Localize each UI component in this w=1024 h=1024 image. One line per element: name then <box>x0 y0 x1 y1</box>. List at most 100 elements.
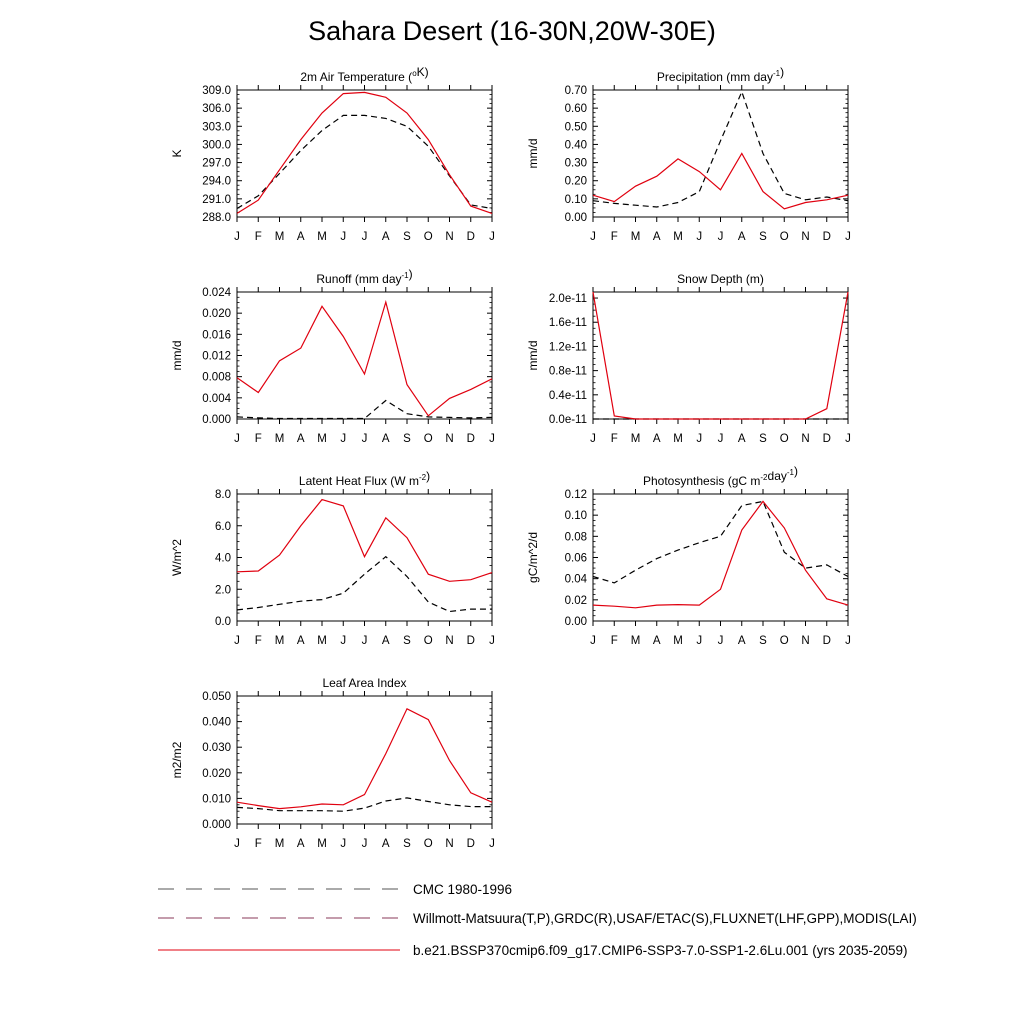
legend-label: CMC 1980-1996 <box>413 882 512 897</box>
x-tick-label: A <box>653 231 661 243</box>
panel-0: 2m Air Temperature (oK) K 288.0 291.0 294.0 2… <box>170 65 495 243</box>
series-line-model <box>592 500 849 609</box>
series-line-reference <box>236 555 492 613</box>
x-tick-label: D <box>467 231 475 243</box>
panel-5: Photosynthesis (gC m-2day-1) gC/m^2/d 0.00… <box>526 464 851 647</box>
y-tick-label: 0.50 <box>565 121 587 133</box>
x-tick-label: S <box>759 635 767 647</box>
x-tick-label: J <box>362 433 368 445</box>
y-tick-label: 0.20 <box>565 176 587 188</box>
x-tick-label: A <box>297 838 305 850</box>
panel-title: 2m Air Temperature (oK) <box>300 65 428 84</box>
series-line-reference <box>236 797 492 812</box>
x-tick-label: D <box>823 231 831 243</box>
y-axis-label: mm/d <box>526 341 540 371</box>
y-axis-label: K <box>170 149 184 157</box>
x-tick-label: J <box>845 433 851 445</box>
y-tick-label: 1.2e-11 <box>549 341 587 353</box>
plot-frame <box>592 493 849 622</box>
y-tick-label: 0.8e-11 <box>549 366 587 378</box>
y-tick-label: 0.04 <box>565 574 588 586</box>
x-tick-label: D <box>467 838 475 850</box>
y-tick-label: 4.0 <box>215 553 231 565</box>
plot-frame <box>236 695 493 825</box>
legend-label: b.e21.BSSP370cmip6.f09_g17.CMIP6-SSP3-7.… <box>413 943 908 958</box>
x-tick-label: J <box>234 231 240 243</box>
panel-title: Leaf Area Index <box>322 676 406 690</box>
y-tick-label: 303.0 <box>202 121 231 133</box>
x-tick-label: M <box>317 231 327 243</box>
panel-2: Runoff (mm day-1) mm/d 0.000 0.004 0.008 0.01… <box>170 267 495 445</box>
x-tick-label: S <box>759 231 767 243</box>
x-tick-label: F <box>255 231 262 243</box>
y-tick-label: 288.0 <box>202 212 231 224</box>
y-tick-label: 0.08 <box>565 531 587 543</box>
x-tick-label: M <box>275 635 285 647</box>
x-tick-label: M <box>631 635 641 647</box>
x-tick-label: O <box>424 433 433 445</box>
y-tick-label: 0.12 <box>565 489 587 501</box>
x-tick-label: S <box>403 838 411 850</box>
x-tick-label: J <box>489 838 495 850</box>
y-tick-label: 0.000 <box>202 414 231 426</box>
x-tick-label: J <box>845 635 851 647</box>
y-tick-label: 0.00 <box>565 616 587 628</box>
series-line-model <box>592 291 849 420</box>
y-tick-label: 291.0 <box>202 194 231 206</box>
y-tick-label: 0.008 <box>202 372 231 384</box>
x-tick-label: J <box>590 635 596 647</box>
x-tick-label: A <box>382 231 390 243</box>
x-tick-label: M <box>673 635 683 647</box>
y-tick-label: 0.10 <box>565 194 587 206</box>
x-tick-label: J <box>340 231 346 243</box>
y-tick-label: 309.0 <box>202 85 231 97</box>
x-tick-label: D <box>467 433 475 445</box>
x-tick-label: M <box>275 838 285 850</box>
y-tick-label: 0.02 <box>565 595 587 607</box>
y-tick-label: 0.004 <box>202 393 231 405</box>
y-tick-label: 297.0 <box>202 158 231 170</box>
y-tick-label: 0.000 <box>202 819 231 831</box>
y-tick-label: 0.030 <box>202 742 231 754</box>
y-tick-label: 2.0 <box>215 584 231 596</box>
x-tick-label: J <box>590 433 596 445</box>
x-tick-label: M <box>631 433 641 445</box>
x-tick-label: A <box>382 838 390 850</box>
plot-frame <box>592 89 849 218</box>
x-tick-label: F <box>611 433 618 445</box>
x-tick-label: J <box>696 231 702 243</box>
y-axis-label: m2/m2 <box>170 741 184 778</box>
x-tick-label: F <box>611 635 618 647</box>
x-tick-label: S <box>403 433 411 445</box>
series-line-reference <box>236 399 493 420</box>
x-tick-label: M <box>317 838 327 850</box>
series-line-reference <box>236 114 493 210</box>
x-tick-label: O <box>780 231 789 243</box>
y-tick-label: 0.30 <box>565 158 587 170</box>
y-axis-label: gC/m^2/d <box>526 532 540 583</box>
x-tick-label: A <box>738 231 746 243</box>
x-tick-label: F <box>255 635 262 647</box>
y-tick-label: 0.040 <box>202 717 231 729</box>
y-tick-label: 0.06 <box>565 553 587 565</box>
series-line-model <box>236 299 493 417</box>
y-tick-label: 0.020 <box>202 308 231 320</box>
x-tick-label: A <box>297 635 305 647</box>
x-tick-label: S <box>403 231 411 243</box>
y-tick-label: 0.016 <box>202 329 231 341</box>
y-tick-label: 0.40 <box>565 139 587 151</box>
y-tick-label: 0.0 <box>215 616 231 628</box>
series-line-reference <box>592 90 849 208</box>
panel-1: Precipitation (mm day-1) mm/d 0.00 0.10 0.20… <box>526 65 851 243</box>
y-tick-label: 6.0 <box>215 521 231 533</box>
x-tick-label: A <box>297 433 305 445</box>
x-tick-label: J <box>362 635 368 647</box>
x-tick-label: D <box>823 433 831 445</box>
x-tick-label: J <box>718 231 724 243</box>
x-tick-label: N <box>445 231 453 243</box>
y-tick-label: 0.012 <box>202 351 231 363</box>
series-line-model <box>236 91 493 214</box>
panel-title: Photosynthesis (gC m-2day-1) <box>643 464 798 488</box>
y-tick-label: 0.010 <box>202 793 231 805</box>
